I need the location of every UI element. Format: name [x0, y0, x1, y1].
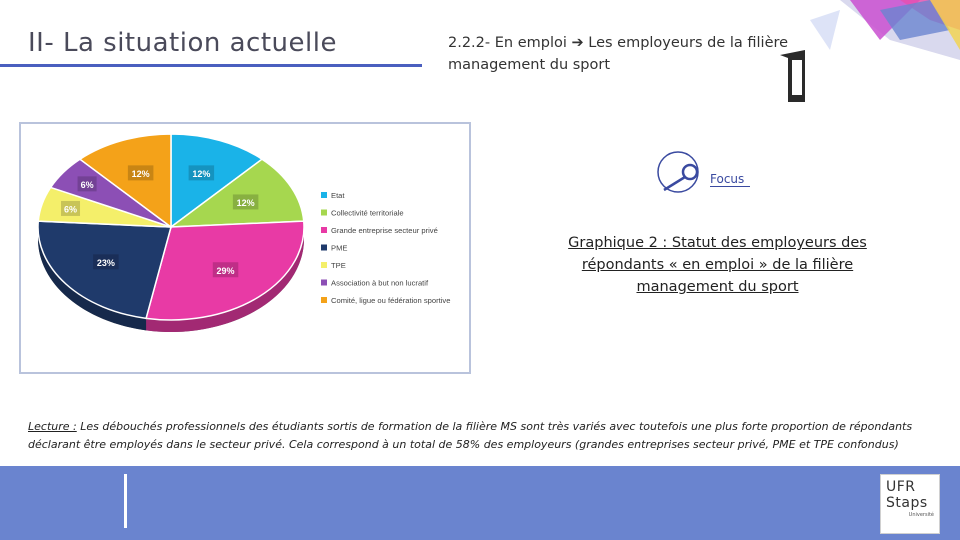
legend-swatch-comite-ligue-ou-federation-sportive: [321, 297, 327, 303]
data-label-grande-entreprise-secteur-prive: 29%: [217, 266, 235, 276]
data-label-tpe: 6%: [64, 204, 77, 214]
data-label-collectivite-territoriale: 12%: [237, 198, 255, 208]
legend-label-tpe: TPE: [331, 261, 346, 270]
data-label-association-a-but-non-lucratif: 6%: [81, 180, 94, 190]
chart-frame: 12% 12% 29% 23% 6% 6% 12% Etat Collectivité ter…: [19, 122, 471, 374]
data-label-bg-association-a-but-non-lucratif: [77, 176, 97, 192]
data-label-comite-ligue-ou-federation-sportive: 12%: [132, 169, 150, 179]
reading-note: Lecture : Les débouchés professionnels d…: [28, 418, 938, 454]
decorative-graphic: [780, 0, 960, 102]
logo-line-2: Staps: [886, 495, 928, 511]
pie-side-grande-entreprise-secteur-prive: [146, 227, 304, 332]
legend-label-grande-entreprise-secteur-prive: Grande entreprise secteur privé: [331, 226, 438, 235]
pie-slice-comite-ligue-ou-federation-sportive: [78, 133, 172, 229]
legend-label-pme: PME: [331, 244, 347, 253]
legend-label-association-a-but-non-lucratif: Association à but non lucratif: [331, 279, 429, 288]
title-underline: [0, 64, 422, 67]
chart-caption: Graphique 2 : Statut des employeurs des …: [568, 235, 867, 295]
legend-swatch-association-a-but-non-lucratif: [321, 279, 327, 286]
data-label-etat: 12%: [192, 169, 210, 179]
logo-small-text: Université: [908, 512, 934, 518]
data-label-bg-tpe: [61, 200, 81, 216]
reading-text: Les débouchés professionnels des étudian…: [28, 420, 913, 451]
data-label-bg-grande-entreprise-secteur-prive: [212, 262, 239, 278]
legend-swatch-tpe: [321, 262, 327, 268]
ufr-staps-logo: UFR Staps Université: [880, 474, 940, 534]
legend-label-etat: Etat: [331, 191, 345, 200]
logo-line-1: UFR: [886, 479, 916, 495]
focus-label: Focus: [710, 172, 751, 187]
focus-badge: Focus: [650, 150, 760, 200]
section-subtitle: 2.2.2- En emploi ➔ Les employeurs de la …: [448, 35, 789, 73]
data-label-bg-comite-ligue-ou-federation-sportive: [127, 165, 154, 181]
legend-swatch-grande-entreprise-secteur-prive: [321, 227, 327, 233]
data-label-bg-collectivite-territoriale: [232, 194, 259, 210]
data-label-bg-pme: [93, 254, 119, 270]
legend-swatch-collectivite-territoriale: [321, 209, 327, 216]
legend-label-collectivite-territoriale: Collectivité territoriale: [331, 209, 404, 218]
focus-icon: [657, 151, 699, 193]
pie-slice-collectivite-territoriale: [168, 158, 305, 228]
legend-swatch-pme: [321, 244, 327, 251]
data-label-pme: 23%: [97, 258, 115, 268]
footer-band: [0, 466, 960, 540]
pie-slice-etat: [170, 133, 264, 229]
pie-chart: 12% 12% 29% 23% 6% 6% 12% Etat Collectivité ter…: [37, 133, 450, 332]
page-title: II- La situation actuelle: [28, 28, 337, 58]
legend-label-comite-ligue-ou-federation-sportive: Comité, ligue ou fédération sportive: [331, 296, 450, 305]
pie-slice-pme: [37, 220, 172, 320]
footer-divider: [124, 474, 127, 528]
data-label-bg-etat: [188, 165, 215, 181]
legend-swatch-etat: [321, 192, 327, 198]
reading-lead: Lecture :: [28, 420, 77, 433]
